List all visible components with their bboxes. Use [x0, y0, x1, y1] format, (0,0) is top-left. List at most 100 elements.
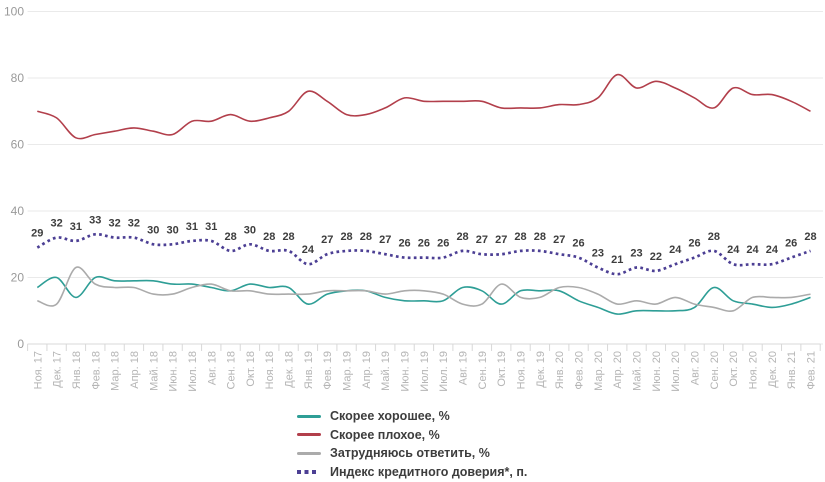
series-line-difficult	[37, 266, 811, 312]
legend-marker-difficult	[297, 451, 321, 455]
data-label-index: 28	[804, 231, 816, 243]
data-label-index: 27	[321, 234, 333, 246]
y-axis-tick-label: 20	[11, 271, 25, 285]
x-axis-category-label: Авг. 20	[690, 351, 702, 385]
x-axis-category-label: Янв. 18	[71, 351, 83, 389]
x-axis-category-label: Апр. 18	[129, 351, 141, 389]
x-axis-category-label: Ноя. 17	[32, 351, 44, 389]
legend-label: Затрудняюсь ответить, %	[330, 446, 490, 461]
data-label-index: 27	[553, 234, 565, 246]
data-label-index: 24	[746, 244, 759, 256]
x-axis-category-label: Окт. 19	[496, 351, 508, 387]
x-axis-category-label: Июл. 19	[419, 351, 431, 392]
x-axis-category-label: Июн. 19	[400, 351, 412, 392]
line-chart-plot: 0 20 40 60 80 100 Ноя. 17 Дек. 17 Янв. 18 Фев. 18…	[4, 5, 823, 392]
x-axis-category-label: Янв. 19	[303, 351, 315, 389]
data-label-index: 28	[534, 231, 546, 243]
x-axis-category-label: Ноя. 20	[748, 351, 760, 389]
x-axis-category-label: Янв. 20	[554, 351, 566, 389]
x-axis-category-label: Сен. 20	[709, 351, 721, 389]
x-axis-category-label: Ноя. 19	[516, 351, 528, 389]
legend-marker-good	[297, 414, 321, 418]
data-label-index: 23	[630, 248, 642, 260]
x-axis-category-label: Дек. 20	[767, 351, 779, 388]
x-axis-category-label: Окт. 20	[728, 351, 740, 387]
x-axis-category-label: Дек. 18	[284, 351, 296, 388]
data-label-index: 31	[186, 221, 198, 233]
x-axis-category-label: Май. 20	[632, 351, 644, 391]
data-label-index: 27	[476, 234, 488, 246]
data-label-index: 30	[147, 224, 159, 236]
data-label-index: 24	[766, 244, 779, 256]
x-axis-category-label: Фев. 18	[90, 351, 102, 390]
x-axis-category-label: Июл. 18	[187, 351, 199, 392]
data-label-index: 28	[263, 231, 275, 243]
data-label-index: 26	[437, 238, 449, 250]
series-line-good	[36, 275, 811, 315]
x-axis-category-label: Фев. 19	[322, 351, 334, 390]
legend-item-index[interactable]: Индекс кредитного доверия*, п.	[297, 463, 527, 482]
x-axis-category-label: Июл. 20	[670, 351, 682, 392]
data-label-index: 30	[166, 224, 178, 236]
y-axis-tick-label: 0	[17, 337, 24, 351]
data-label-index: 24	[727, 244, 740, 256]
x-axis-category-label: Июн. 18	[168, 351, 180, 392]
data-label-index: 28	[456, 231, 468, 243]
data-label-index: 23	[592, 248, 604, 260]
x-axis-category-label: Июн. 20	[651, 351, 663, 392]
x-axis-category-label: Мар. 19	[342, 351, 354, 391]
x-axis-category-label: Дек. 19	[535, 351, 547, 388]
x-axis-category-label: Авг. 18	[206, 351, 218, 385]
data-label-index: 28	[514, 231, 526, 243]
data-label-index: 28	[340, 231, 352, 243]
x-axis-category-label: Фев. 20	[574, 351, 586, 390]
series-line-bad	[37, 73, 811, 140]
x-axis-category-label: Окт. 18	[245, 351, 257, 387]
legend-item-good[interactable]: Скорее хорошее, %	[297, 407, 527, 426]
data-label-index: 31	[205, 221, 217, 233]
data-label-index: 26	[688, 238, 700, 250]
data-label-index: 26	[418, 238, 430, 250]
data-label-index: 29	[31, 228, 43, 240]
x-axis-category-label: Мар. 18	[110, 351, 122, 391]
data-label-index: 27	[495, 234, 507, 246]
x-axis-category-label: Ноя. 18	[264, 351, 276, 389]
legend-label: Скорее хорошее, %	[330, 409, 450, 424]
data-label-index: 22	[650, 251, 662, 263]
y-axis-tick-label: 40	[11, 204, 25, 218]
x-axis-category-label: Дек. 17	[52, 351, 64, 388]
x-axis-category-label: Май. 18	[148, 351, 160, 391]
data-label-index: 28	[708, 231, 720, 243]
data-label-index: 21	[611, 254, 623, 266]
data-label-index: 28	[282, 231, 294, 243]
x-axis-category-label: Мар. 20	[593, 351, 605, 391]
x-axis-category-label: Фев. 21	[806, 351, 818, 390]
data-label-index: 26	[572, 238, 584, 250]
legend-marker-bad	[297, 433, 321, 437]
data-label-index: 27	[379, 234, 391, 246]
data-label-index: 31	[70, 221, 82, 233]
data-label-index: 26	[785, 238, 797, 250]
legend-marker-index	[297, 469, 316, 474]
y-axis-tick-label: 60	[11, 138, 25, 152]
legend-item-difficult[interactable]: Затрудняюсь ответить, %	[297, 444, 527, 463]
data-label-index: 28	[224, 231, 236, 243]
data-label-index: 26	[398, 238, 410, 250]
chart-legend: Скорее хорошее, % Скорее плохое, % Затрудн…	[297, 407, 527, 481]
y-axis-tick-label: 80	[11, 71, 25, 85]
data-label-index: 24	[302, 244, 315, 256]
x-axis-category-label: Май. 19	[380, 351, 392, 391]
legend-label: Скорее плохое, %	[330, 427, 440, 442]
x-axis-category-label: Апр. 19	[361, 351, 373, 389]
data-label-index: 32	[108, 218, 120, 230]
data-label-index: 33	[89, 214, 101, 226]
x-axis-category-label: Янв. 21	[786, 351, 798, 389]
legend-item-bad[interactable]: Скорее плохое, %	[297, 426, 527, 445]
x-axis-category-label: Авг. 19	[458, 351, 470, 385]
data-label-index: 30	[244, 224, 256, 236]
data-label-index: 24	[669, 244, 682, 256]
data-label-index: 32	[50, 218, 62, 230]
x-axis-category-label: Июл. 19	[438, 351, 450, 392]
data-label-index: 28	[360, 231, 372, 243]
